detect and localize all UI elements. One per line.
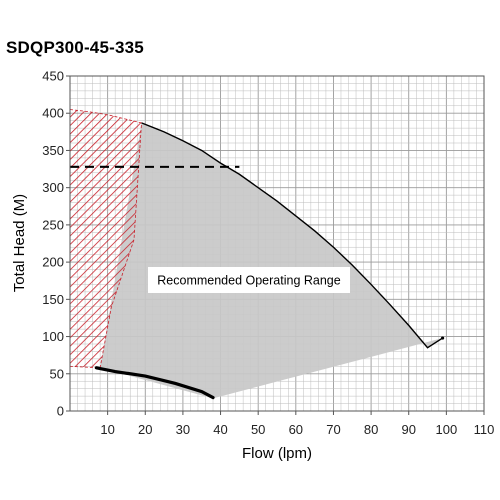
x-tick-label: 60 (289, 422, 303, 437)
annotation-label: Recommended Operating Range (157, 274, 340, 288)
annotation-box (148, 267, 350, 293)
min-flow-curve-line (94, 366, 215, 400)
x-tick-label: 90 (401, 422, 415, 437)
y-tick-label: 150 (42, 292, 64, 307)
x-axis-title: Flow (lpm) (242, 445, 312, 462)
plot-frame (69, 75, 485, 412)
y-tick-label: 300 (42, 180, 64, 195)
pump-curve-endpoint (441, 336, 445, 340)
chart-title: SDQP300-45-335 (6, 38, 144, 57)
x-tick-label: 10 (100, 422, 114, 437)
x-tick-label: 70 (326, 422, 340, 437)
y-axis-title: Total Head (M) (11, 194, 28, 292)
x-tick-label: 30 (176, 422, 190, 437)
x-tick-label: 100 (436, 422, 458, 437)
x-tick-label: 80 (364, 422, 378, 437)
hatched-region-outline (70, 109, 142, 369)
hatched-region (70, 109, 142, 368)
pump-curve-line (141, 122, 443, 349)
x-tick-label: 20 (138, 422, 152, 437)
x-tick-label: 40 (213, 422, 227, 437)
x-tick-label: 50 (251, 422, 265, 437)
y-tick-label: 100 (42, 329, 64, 344)
y-tick-label: 350 (42, 143, 64, 158)
y-tick-label: 200 (42, 255, 64, 270)
y-tick-label: 400 (42, 106, 64, 121)
y-tick-label: 50 (50, 366, 64, 381)
recommended-operating-region (100, 122, 443, 399)
y-tick-label: 450 (42, 69, 64, 84)
x-tick-label: 110 (474, 422, 495, 437)
y-tick-label: 250 (42, 217, 64, 232)
y-tick-label: 0 (57, 404, 64, 419)
